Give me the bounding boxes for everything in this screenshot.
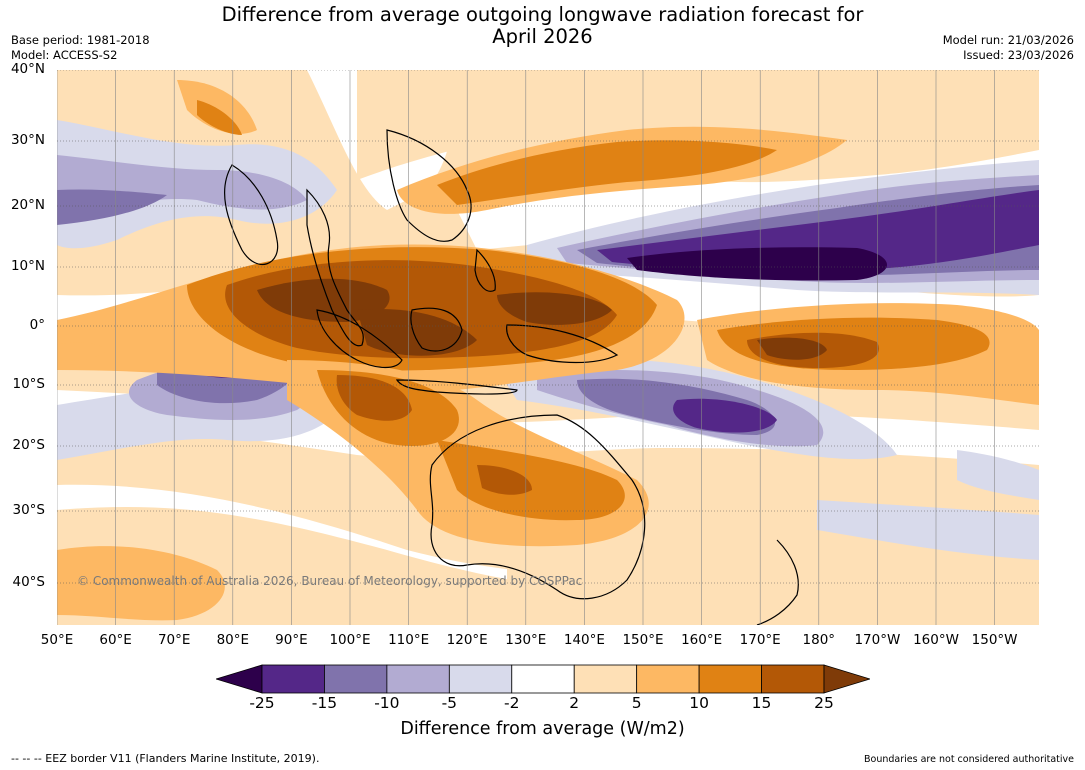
colorbar-tick-label: -15 [311,694,338,712]
meta-left: Base period: 1981-2018 Model: ACCESS-S2 [11,33,150,63]
colorbar-extend-low [216,664,263,694]
longitude-label: 50°E [40,632,74,648]
colorbar-label: Difference from average (W/m2) [400,719,685,739]
longitude-label: 140°E [563,632,605,648]
colorbar-tick-label: 25 [814,694,834,712]
copyright-text: © Commonwealth of Australia 2026, Bureau… [77,574,582,588]
anomaly-map: © Commonwealth of Australia 2026, Bureau… [57,70,1039,625]
latitude-label: 40°S [12,574,46,590]
colorbar-tick-label: 10 [689,694,709,712]
latitude-label: 30°N [10,132,45,148]
colorbar-segment [386,664,450,694]
longitude-label: 100°E [329,632,371,648]
colorbar-tick-label: 15 [751,694,772,712]
issued-date: Issued: 23/03/2026 [963,48,1074,62]
title-line-1: Difference from average outgoing longwav… [221,3,864,26]
coastline-sumatra [316,309,403,369]
longitude-label: 120°E [446,632,488,648]
longitude-label: 60°E [99,632,132,648]
longitude-label: 170°E [739,632,781,648]
longitude-label: 170°W [854,632,901,648]
title-line-2: April 2026 [492,25,593,48]
colorbar-segment [761,664,825,694]
latitude-label: 10°N [10,258,45,274]
colorbar-segment [261,664,325,694]
longitude-label: 130°E [505,632,547,648]
latitude-label: 0° [29,317,45,333]
coastline-philippines [474,248,496,292]
coastline-china [386,129,472,242]
coastline-borneo [410,307,463,352]
colorbar-tick-label: -10 [374,694,400,712]
colorbar-segment [324,664,388,694]
colorbar-segment [636,664,700,694]
colorbar-segment [448,664,513,694]
latitude-label: 40°N [10,61,45,77]
colorbar-extend-high [823,664,870,694]
colorbar-tick-label: 5 [631,694,642,712]
coastline-indochina [306,188,364,347]
colorbar-segment [511,664,575,694]
map-title: Difference from average outgoing longwav… [0,4,1085,48]
colorbar-tick-label: -25 [249,694,275,712]
model-run: Model run: 21/03/2026 [942,33,1074,47]
boundaries-disclaimer: Boundaries are not considered authoritat… [864,754,1074,765]
anomaly-fields [57,70,1039,625]
colorbar-segment [698,664,762,694]
latitude-label: 20°S [12,437,46,453]
latitude-label: 30°S [12,502,46,518]
coastline-india [224,164,279,266]
model-name: Model: ACCESS-S2 [11,48,118,62]
eez-legend: -- -- -- EEZ border V11 (Flanders Marine… [11,752,320,765]
meta-right: Model run: 21/03/2026 Issued: 23/03/2026 [943,33,1074,63]
longitude-label: 150°W [971,632,1018,648]
map-plot-area: © Commonwealth of Australia 2026, Bureau… [57,70,1039,625]
coastline-australia [429,414,646,600]
coastline-new-zealand [756,539,799,625]
latitude-label: 20°N [10,197,45,213]
longitude-label: 70°E [157,632,191,648]
longitude-label: 150°E [622,632,664,648]
coastlines [224,129,799,625]
coastline-java [395,379,518,395]
longitude-label: 110°E [388,632,430,648]
colorbar-tick-label: 2 [569,694,580,712]
colorbar-segment [573,664,638,694]
coastline-new-guinea [506,324,619,364]
colorbar-tick-label: -5 [441,694,458,712]
latitude-label: 10°S [12,376,46,392]
longitude-label: 180° [802,632,836,648]
longitude-label: 160°W [913,632,959,648]
longitude-label: 160°E [681,632,723,648]
longitude-label: 90°E [275,632,308,648]
gridlines [57,70,1039,625]
base-period: Base period: 1981-2018 [11,33,150,47]
colorbar [216,664,870,694]
colorbar-tick-label: -2 [504,694,520,712]
longitude-label: 80°E [216,632,250,648]
